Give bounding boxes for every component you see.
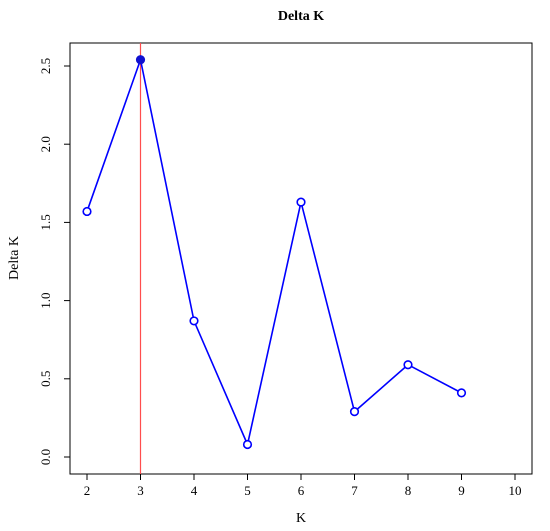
x-tick-label: 2	[84, 483, 91, 498]
y-axis: 0.0 0.5 1.0 1.5 2.0 2.5	[38, 58, 71, 465]
x-tick-label: 8	[405, 483, 412, 498]
x-tick-label: 6	[298, 483, 305, 498]
data-point	[349, 407, 360, 417]
data-point-highlighted	[135, 55, 146, 65]
y-tick-label: 0.0	[38, 449, 53, 465]
data-point	[82, 206, 92, 217]
plot-frame	[69, 42, 533, 475]
x-tick-label: 5	[244, 483, 251, 498]
data-point	[296, 197, 306, 207]
y-axis-title: Delta K	[7, 236, 22, 280]
x-tick-label: 3	[137, 483, 144, 498]
x-axis: 2 3 4 5 6 7 8 9 10	[84, 473, 522, 498]
y-tick-label: 1.5	[38, 214, 53, 230]
y-tick-label: 1.0	[38, 292, 53, 308]
chart-title: Delta K	[278, 9, 324, 24]
y-tick-label: 2.5	[38, 58, 53, 74]
series-line	[86, 56, 462, 448]
x-axis-title: K	[296, 511, 306, 526]
x-tick-label: 4	[191, 483, 198, 498]
data-point	[189, 316, 199, 326]
data-points	[82, 55, 467, 450]
data-point	[456, 388, 467, 398]
y-tick-label: 0.5	[38, 371, 53, 387]
x-tick-label: 9	[458, 483, 465, 498]
x-tick-label: 7	[351, 483, 358, 498]
y-tick-label: 2.0	[38, 136, 53, 152]
x-tick-label: 10	[509, 483, 522, 498]
data-point	[242, 439, 253, 450]
data-point	[403, 360, 413, 370]
